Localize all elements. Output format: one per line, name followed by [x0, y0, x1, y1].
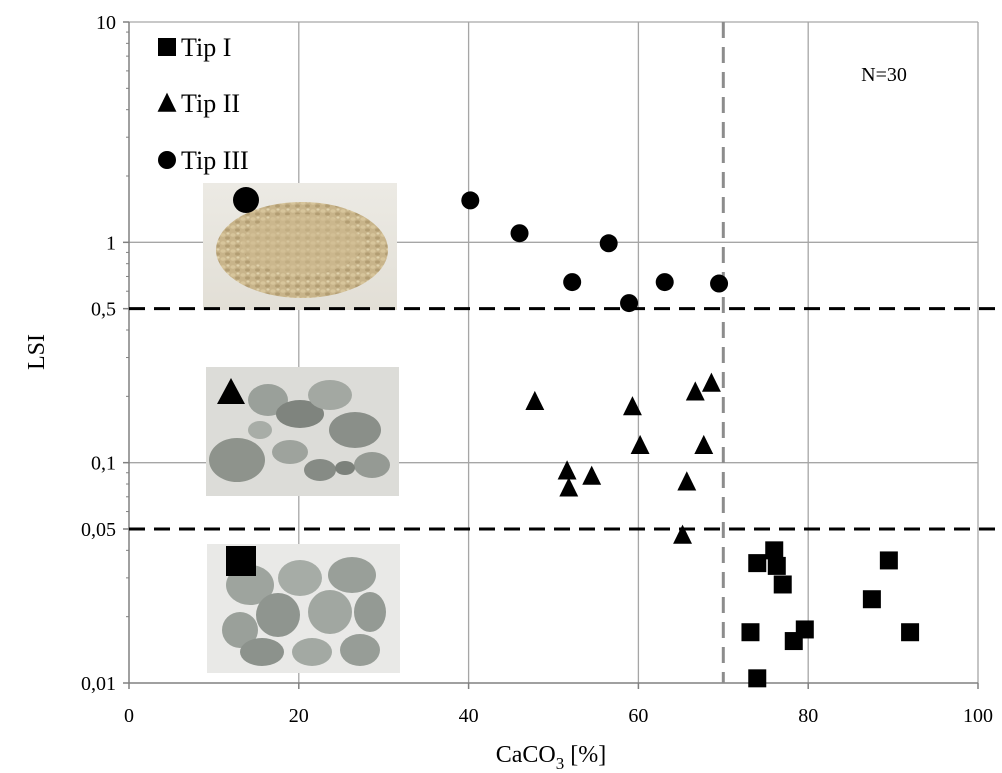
- data-point-tip-iii: [599, 234, 618, 253]
- legend-tip-ii-label: Tip II: [181, 89, 240, 118]
- data-point-tip-ii: [582, 465, 602, 485]
- data-point-tip-ii: [630, 434, 650, 455]
- data-point-tip-iii: [620, 294, 639, 313]
- y-tick-label: 1: [106, 232, 116, 254]
- data-point-tip-i: [795, 620, 814, 639]
- data-point-tip-i: [748, 554, 767, 573]
- data-point-tip-ii: [677, 471, 697, 491]
- data-point-tip-iii: [710, 274, 729, 293]
- data-point-tip-i: [773, 575, 792, 594]
- data-point-tip-ii: [623, 396, 642, 416]
- x-tick-labels: 0 20 40 60 80 100: [124, 705, 993, 727]
- legend-tip-i-label: Tip I: [181, 33, 231, 62]
- threshold-lines: [129, 22, 1002, 683]
- y-tick-labels: 0,01 0,05 0,1 0,5 1 10: [81, 12, 116, 695]
- data-point-tip-i: [862, 590, 881, 609]
- x-axis-title: CaCO3 [%]: [496, 742, 606, 773]
- photo-tip-ii-pebbles: [206, 367, 399, 496]
- data-point-tip-iii: [563, 273, 582, 292]
- legend-tip-iii-label: Tip III: [181, 146, 249, 175]
- data-point-tip-ii: [557, 460, 577, 480]
- y-axis-title: LSI: [24, 334, 50, 370]
- sample-count-annotation: N=30: [861, 64, 907, 86]
- data-markers: [461, 191, 920, 688]
- photo-symbol-square: [226, 546, 256, 576]
- data-point-tip-iii: [510, 224, 529, 243]
- x-tick-label: 0: [124, 705, 134, 727]
- photo-symbol-triangle: [217, 378, 245, 404]
- data-point-tip-i: [901, 623, 920, 642]
- x-tick-label: 40: [459, 705, 479, 727]
- legend-tip-iii-marker: [158, 151, 176, 169]
- x-tick-label: 80: [798, 705, 818, 727]
- y-tick-label: 0,5: [91, 299, 116, 321]
- photo-tip-iii-gravel: [203, 183, 397, 310]
- x-tick-label: 20: [289, 705, 309, 727]
- y-tick-label: 0,01: [81, 673, 116, 695]
- data-point-tip-ii: [559, 477, 579, 497]
- data-point-tip-ii: [694, 434, 714, 455]
- axes: [123, 21, 979, 689]
- y-tick-label: 10: [96, 12, 116, 34]
- legend-tip-ii-marker: [157, 92, 177, 112]
- data-point-tip-i: [879, 551, 898, 570]
- data-point-tip-ii: [685, 381, 705, 401]
- legend-tip-i-marker: [158, 38, 176, 56]
- legend: Tip I Tip II Tip III: [157, 33, 249, 175]
- data-point-tip-i: [741, 623, 760, 642]
- photo-symbol-circle: [233, 187, 259, 213]
- x-tick-label: 100: [963, 705, 993, 727]
- x-tick-label: 60: [628, 705, 648, 727]
- data-point-tip-ii: [701, 372, 721, 392]
- y-tick-label: 0,1: [91, 453, 116, 475]
- data-point-tip-i: [748, 669, 767, 688]
- data-point-tip-i: [767, 556, 786, 575]
- data-point-tip-iii: [655, 273, 674, 292]
- data-point-tip-ii: [525, 390, 545, 411]
- y-tick-label: 0,05: [81, 519, 116, 541]
- data-point-tip-iii: [461, 191, 480, 210]
- data-point-tip-ii: [673, 524, 692, 544]
- data-point-tip-i: [765, 541, 784, 560]
